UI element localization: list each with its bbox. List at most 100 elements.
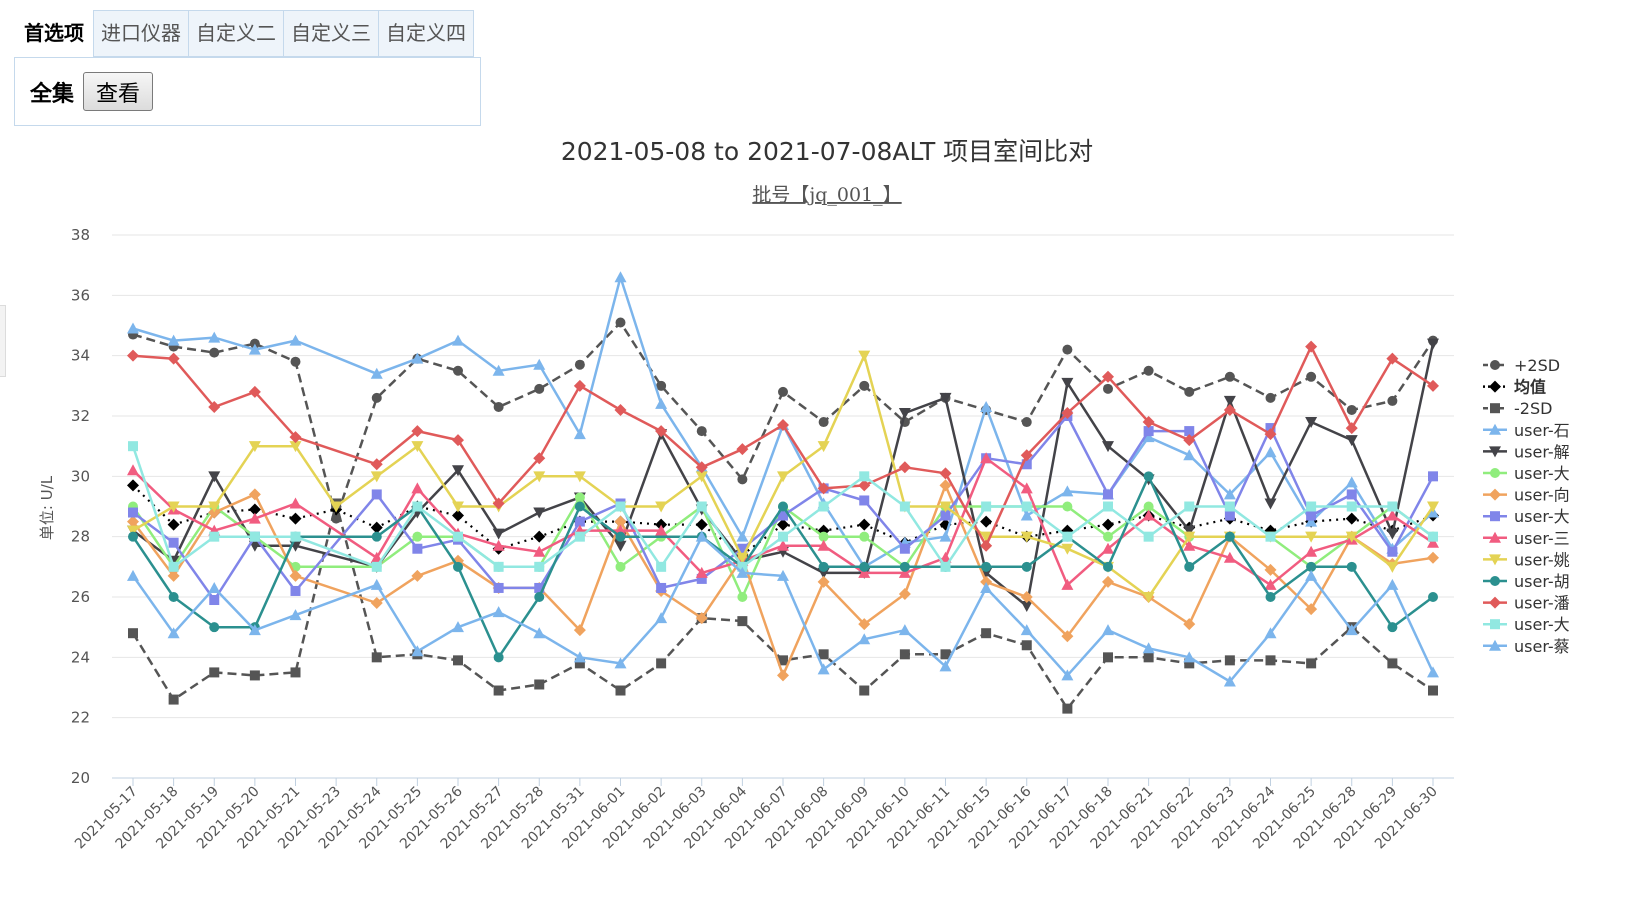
data-point: [1305, 417, 1318, 429]
data-point: [1143, 471, 1154, 482]
series-line: [131, 484, 1434, 677]
data-point: [1020, 591, 1033, 603]
tab-imported-instruments[interactable]: 进口仪器: [93, 10, 188, 57]
data-point: [1306, 371, 1317, 382]
data-point: [209, 595, 220, 606]
data-point: [290, 531, 301, 542]
data-point: [370, 521, 383, 534]
legend-item[interactable]: user-大: [1483, 507, 1570, 526]
legend-item[interactable]: user-蔡: [1483, 637, 1570, 656]
data-point: [1020, 531, 1033, 543]
data-point: [209, 531, 220, 542]
data-point: [898, 566, 911, 578]
tab-custom-two[interactable]: 自定义二: [188, 10, 283, 57]
tab-custom-four[interactable]: 自定义四: [378, 10, 474, 57]
legend-item[interactable]: user-石: [1483, 421, 1570, 440]
data-point: [411, 569, 424, 582]
view-button[interactable]: 查看: [83, 72, 153, 111]
data-point: [127, 479, 139, 492]
side-collapse-handle[interactable]: [0, 305, 6, 377]
legend-label: user-胡: [1514, 572, 1570, 591]
series-line: [131, 445, 1434, 569]
data-point: [1103, 652, 1113, 663]
data-point: [127, 349, 139, 362]
data-point: [1306, 561, 1317, 572]
data-point: [1386, 352, 1399, 365]
tab-custom-three[interactable]: 自定义三: [283, 10, 378, 57]
data-point: [615, 501, 626, 512]
legend-item[interactable]: +2SD: [1483, 356, 1560, 375]
y-tick-label: 38: [71, 226, 90, 244]
data-point: [1387, 395, 1398, 406]
data-point: [492, 497, 505, 510]
data-point: [981, 501, 992, 512]
data-point: [1346, 501, 1357, 512]
data-point: [492, 606, 505, 618]
data-point: [656, 582, 667, 593]
data-point: [452, 434, 464, 447]
data-point: [614, 403, 627, 416]
data-point: [1386, 528, 1399, 540]
data-point: [289, 334, 302, 346]
data-point: [614, 657, 627, 669]
data-point: [493, 401, 504, 412]
data-point: [533, 545, 546, 557]
legend-item[interactable]: user-向: [1483, 486, 1570, 505]
data-point: [1061, 669, 1074, 681]
data-point: [209, 622, 220, 633]
data-point: [1021, 501, 1032, 512]
data-point: [1224, 655, 1235, 666]
data-point: [736, 552, 749, 564]
data-point: [1020, 482, 1033, 494]
legend-marker: [1489, 554, 1501, 566]
data-point: [980, 581, 993, 593]
data-point: [534, 592, 545, 602]
data-point: [939, 392, 952, 404]
legend-item[interactable]: user-三: [1483, 529, 1570, 548]
legend-item[interactable]: user-潘: [1483, 594, 1570, 613]
data-point: [736, 443, 749, 456]
data-point: [777, 471, 789, 483]
data-point: [534, 582, 545, 593]
data-point: [778, 655, 788, 666]
data-point: [248, 441, 261, 453]
data-point: [1183, 434, 1196, 447]
data-point: [817, 441, 830, 453]
data-point: [452, 334, 464, 346]
data-point: [1020, 601, 1033, 613]
y-tick-label: 28: [71, 528, 90, 546]
data-point: [248, 512, 261, 524]
data-point: [289, 512, 302, 525]
legend-label: user-大: [1514, 615, 1570, 634]
legend-marker: [1489, 423, 1501, 435]
data-point: [655, 524, 668, 536]
data-point: [249, 670, 260, 681]
data-point: [695, 530, 708, 542]
data-point: [615, 685, 626, 696]
data-point: [940, 561, 951, 572]
data-point: [411, 645, 424, 657]
legend-item[interactable]: user-解: [1483, 442, 1570, 461]
data-point: [1102, 370, 1114, 383]
data-point: [818, 649, 829, 660]
data-point: [614, 515, 627, 528]
data-point: [1427, 379, 1439, 392]
legend-item[interactable]: user-大: [1483, 615, 1570, 634]
data-point: [208, 471, 221, 483]
data-point: [1264, 428, 1277, 441]
tab-preferences[interactable]: 首选项: [14, 10, 93, 57]
data-point: [452, 465, 464, 477]
data-point: [1428, 685, 1438, 696]
data-point: [208, 506, 221, 519]
data-point: [695, 461, 708, 474]
legend-item[interactable]: 均值: [1483, 378, 1546, 397]
data-point: [167, 334, 180, 346]
legend-item[interactable]: user-大: [1483, 464, 1570, 483]
legend-label: user-解: [1514, 442, 1570, 461]
legend-item[interactable]: -2SD: [1483, 399, 1552, 418]
data-point: [695, 518, 708, 531]
data-point: [1184, 658, 1195, 669]
y-tick-label: 36: [71, 286, 90, 304]
legend-item[interactable]: user-胡: [1483, 572, 1570, 591]
legend-item[interactable]: user-姚: [1483, 550, 1570, 569]
